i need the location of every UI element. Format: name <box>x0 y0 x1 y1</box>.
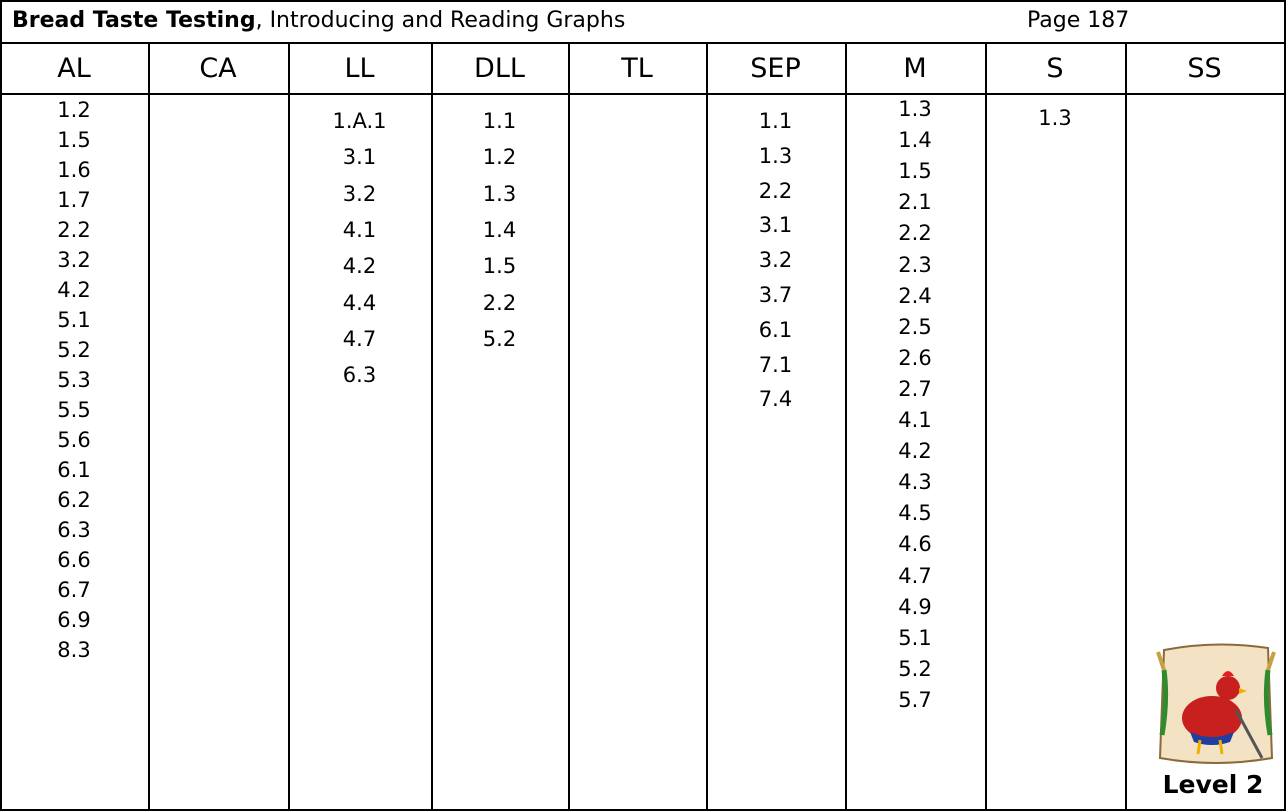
cell-code: 1.5 <box>0 126 148 154</box>
cell-code: 1.7 <box>0 186 148 214</box>
cell-code: 2.7 <box>845 375 985 403</box>
column-heading: TL <box>568 48 706 90</box>
cell-code: 2.2 <box>431 289 568 317</box>
cell-code: 5.2 <box>431 325 568 353</box>
column-heading: M <box>845 48 985 90</box>
cell-code: 1.5 <box>431 252 568 280</box>
cell-code: 1.5 <box>845 157 985 185</box>
cell-code: 5.6 <box>0 426 148 454</box>
cell-code: 6.7 <box>0 576 148 604</box>
cell-code: 5.5 <box>0 396 148 424</box>
column-heading: SEP <box>706 48 845 90</box>
cell-code: 8.3 <box>0 636 148 664</box>
cell-code: 4.9 <box>845 593 985 621</box>
row-divider <box>0 42 1286 44</box>
cell-code: 5.2 <box>0 336 148 364</box>
cell-code: 1.1 <box>431 107 568 135</box>
cell-code: 5.2 <box>845 655 985 683</box>
cell-code: 1.4 <box>431 216 568 244</box>
cell-code: 2.3 <box>845 251 985 279</box>
cell-code: 4.7 <box>288 325 431 353</box>
cell-code: 4.1 <box>288 216 431 244</box>
column-heading: LL <box>288 48 431 90</box>
cell-code: 4.3 <box>845 468 985 496</box>
cell-code: 3.1 <box>288 143 431 171</box>
cell-code: 6.2 <box>0 486 148 514</box>
cell-code: 4.7 <box>845 562 985 590</box>
cell-code: 1.1 <box>706 107 845 135</box>
column-heading: AL <box>0 48 148 90</box>
cell-code: 3.2 <box>0 246 148 274</box>
cell-code: 2.2 <box>0 216 148 244</box>
cell-code: 1.2 <box>0 96 148 124</box>
cell-code: 5.1 <box>0 306 148 334</box>
cell-code: 6.3 <box>288 361 431 389</box>
cell-code: 2.2 <box>845 219 985 247</box>
cell-code: 7.4 <box>706 385 845 413</box>
cell-code: 2.1 <box>845 188 985 216</box>
column-divider <box>985 42 987 811</box>
page-number: Page 187 <box>1027 4 1129 38</box>
cell-code: 2.5 <box>845 313 985 341</box>
cell-code: 3.2 <box>288 180 431 208</box>
cell-code: 6.3 <box>0 516 148 544</box>
column-divider <box>568 42 570 811</box>
cell-code: 3.7 <box>706 281 845 309</box>
cell-code: 4.5 <box>845 499 985 527</box>
cell-code: 4.2 <box>0 276 148 304</box>
title-bold: Bread Taste Testing <box>12 8 256 33</box>
page: Bread Taste Testing, Introducing and Rea… <box>0 0 1286 811</box>
cell-code: 4.4 <box>288 289 431 317</box>
cell-code: 1.A.1 <box>288 107 431 135</box>
column-divider <box>1125 42 1127 811</box>
cell-code: 5.3 <box>0 366 148 394</box>
cell-code: 2.2 <box>706 177 845 205</box>
level-badge: Level 2 <box>1148 770 1278 799</box>
hen-illustration <box>1150 640 1280 768</box>
cell-code: 2.6 <box>845 344 985 372</box>
column-heading: DLL <box>431 48 568 90</box>
cell-code: 4.2 <box>845 437 985 465</box>
column-heading: CA <box>148 48 288 90</box>
cell-code: 5.1 <box>845 624 985 652</box>
cell-code: 1.3 <box>845 95 985 123</box>
cell-code: 6.6 <box>0 546 148 574</box>
cell-code: 3.1 <box>706 211 845 239</box>
column-heading: SS <box>1125 48 1284 90</box>
cell-code: 6.1 <box>0 456 148 484</box>
cell-code: 5.7 <box>845 686 985 714</box>
cell-code: 1.3 <box>431 180 568 208</box>
cell-code: 1.6 <box>0 156 148 184</box>
title-rest: , Introducing and Reading Graphs <box>256 8 626 33</box>
column-heading: S <box>985 48 1125 90</box>
cell-code: 1.4 <box>845 126 985 154</box>
cell-code: 6.9 <box>0 606 148 634</box>
cell-code: 3.2 <box>706 246 845 274</box>
column-divider <box>148 42 150 811</box>
cell-code: 1.3 <box>985 104 1125 132</box>
cell-code: 4.2 <box>288 252 431 280</box>
doc-title: Bread Taste Testing, Introducing and Rea… <box>12 4 625 38</box>
cell-code: 6.1 <box>706 316 845 344</box>
cell-code: 1.3 <box>706 142 845 170</box>
cell-code: 7.1 <box>706 351 845 379</box>
cell-code: 4.1 <box>845 406 985 434</box>
cell-code: 2.4 <box>845 282 985 310</box>
row-divider <box>0 93 1286 95</box>
cell-code: 1.2 <box>431 143 568 171</box>
cell-code: 4.6 <box>845 530 985 558</box>
